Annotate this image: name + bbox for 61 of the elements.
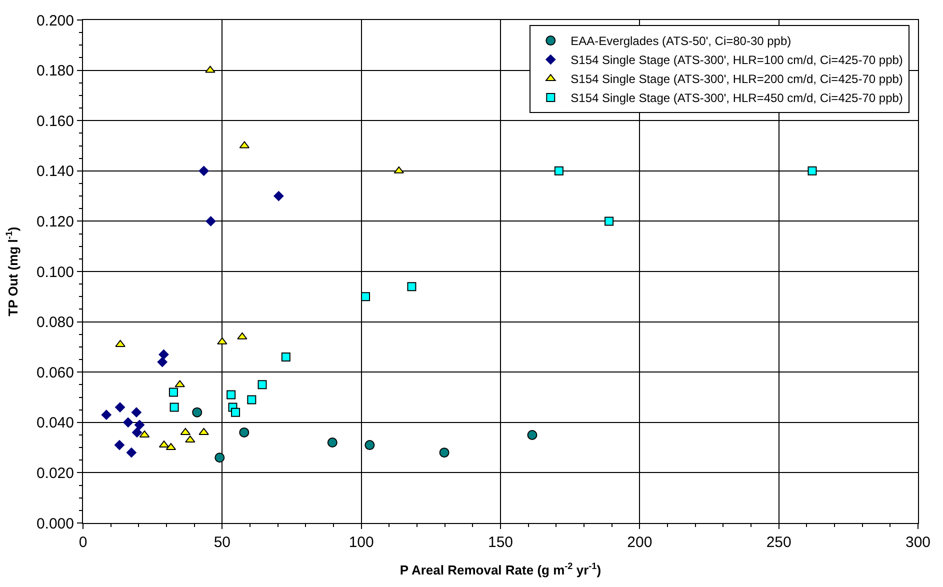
- y-tick-label: 0.060: [36, 364, 74, 382]
- point: [239, 427, 250, 438]
- x-tick-label: 250: [766, 534, 792, 551]
- legend-label: S154 Single Stage (ATS-300', HLR=450 cm/d, Ci=425-70 ppb): [570, 91, 903, 106]
- point: [170, 402, 179, 412]
- point: [185, 436, 196, 443]
- x-axis-title: P Areal Removal Rate (g m$^{-2}$ yr$^{-1}$): [400, 561, 602, 578]
- point: [198, 428, 209, 435]
- x-tick-label: 50: [214, 534, 231, 551]
- point: [206, 216, 216, 226]
- y-tick-label: 0.180: [36, 62, 74, 80]
- point: [364, 440, 375, 450]
- point: [134, 420, 145, 430]
- legend-label: S154 Single Stage (ATS-300', HLR=100 cm/d, Ci=425-70 ppb): [570, 53, 903, 68]
- point: [131, 407, 142, 418]
- point: [174, 380, 185, 388]
- point: [258, 380, 267, 390]
- x-tick-label: 0: [78, 534, 88, 551]
- y-tick-label: 0.080: [36, 314, 74, 332]
- point: [126, 447, 137, 458]
- y-tick-label: 0.160: [36, 112, 74, 130]
- point: [226, 390, 236, 400]
- point: [273, 190, 284, 202]
- point: [237, 332, 248, 340]
- y-tick-label: 0.100: [36, 264, 74, 281]
- point: [205, 66, 216, 73]
- point: [217, 337, 228, 344]
- point: [122, 417, 134, 428]
- legend-label: EAA-Everglades (ATS-50', Ci=80-30 ppb): [570, 34, 792, 48]
- point: [198, 166, 209, 176]
- point: [527, 430, 538, 440]
- y-tick-label: 0.140: [36, 163, 74, 180]
- point: [407, 282, 416, 292]
- y-tick-label: 0.200: [36, 12, 74, 30]
- point: [808, 166, 817, 176]
- point: [192, 407, 202, 418]
- point: [554, 166, 564, 176]
- y-tick-label: 0.120: [36, 213, 74, 230]
- point: [114, 440, 125, 450]
- point: [247, 395, 256, 404]
- x-tick-label: 300: [905, 534, 931, 551]
- point: [114, 402, 126, 413]
- point: [231, 408, 240, 417]
- point: [604, 216, 614, 226]
- point: [168, 388, 178, 397]
- point: [214, 452, 225, 463]
- point: [115, 340, 126, 347]
- point: [101, 410, 112, 420]
- y-tick-label: 0.040: [36, 414, 74, 432]
- point: [361, 292, 370, 302]
- point: [439, 448, 450, 458]
- point: [281, 352, 290, 362]
- point: [132, 427, 142, 438]
- x-tick-label: 200: [627, 534, 652, 551]
- x-tick-label: 150: [488, 534, 514, 551]
- y-tick-label: 0.020: [36, 464, 74, 482]
- x-tick-label: 100: [348, 534, 374, 551]
- point: [157, 356, 168, 368]
- legend-label: S154 Single Stage (ATS-300', HLR=200 cm/d, Ci=425-70 ppb): [570, 72, 903, 86]
- y-tick-label: 0.000: [36, 515, 74, 532]
- point: [327, 438, 338, 448]
